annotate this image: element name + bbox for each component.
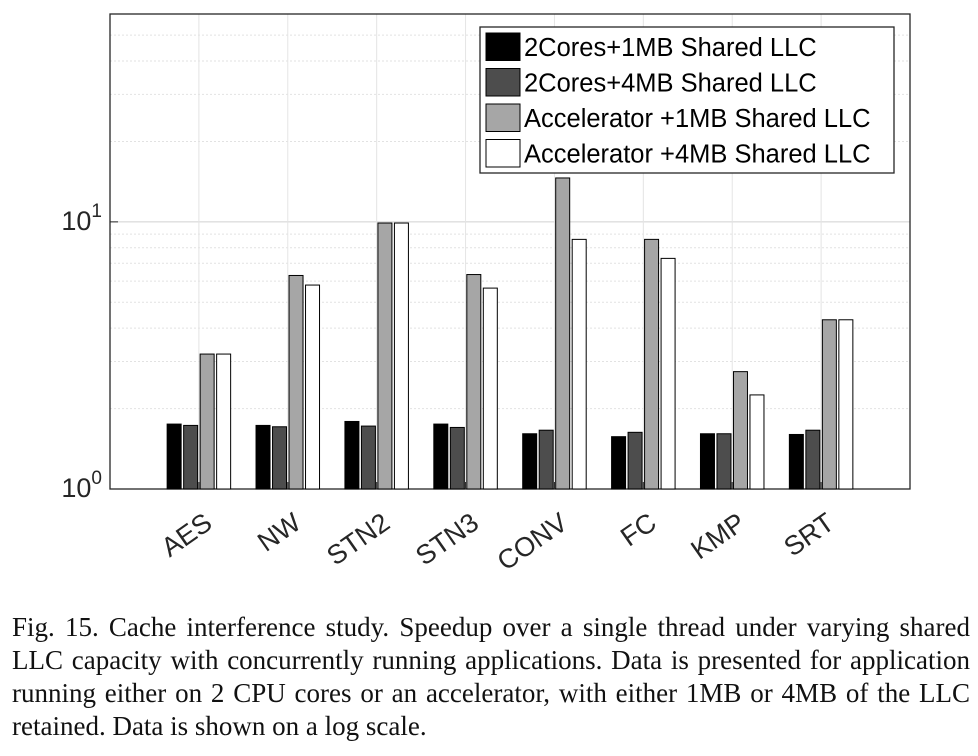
x-axis: AES NW STN2 STN3 CONV FC KMP SRT (156, 507, 840, 577)
bar-nw-series-2 (272, 426, 288, 490)
legend-swatch (485, 32, 521, 61)
bars (166, 177, 854, 490)
x-tick-label: AES (156, 507, 217, 563)
x-tick-label: KMP (686, 507, 751, 565)
bar-conv-series-2 (538, 429, 554, 490)
bar-conv-series-1 (522, 433, 538, 490)
x-tick-label: SRT (779, 507, 840, 562)
bar-aes-series-4 (216, 353, 232, 490)
y-tick-label: 100 (61, 468, 102, 503)
bar-conv-series-3 (555, 177, 571, 490)
bar-nw-series-1 (255, 424, 271, 490)
legend-swatch (485, 139, 521, 168)
x-tick-label: STN3 (410, 507, 484, 571)
x-tick-label: FC (615, 507, 662, 552)
y-axis: 100 101 (61, 201, 118, 503)
bar-srt-series-4 (838, 319, 854, 490)
x-tick-label: STN2 (321, 507, 395, 571)
bar-stn3-series-4 (482, 287, 498, 490)
bar-fc-series-2 (627, 431, 643, 490)
bar-fc-series-3 (644, 238, 660, 490)
legend-label: 2Cores+4MB Shared LLC (524, 69, 817, 97)
legend-label: Accelerator +1MB Shared LLC (524, 105, 871, 133)
y-tick-label: 101 (61, 201, 102, 236)
bar-conv-series-4 (571, 238, 587, 490)
grid-lines (110, 14, 910, 489)
bar-stn3-series-1 (433, 423, 449, 490)
bar-kmp-series-2 (716, 433, 732, 490)
legend-label: 2Cores+1MB Shared LLC (524, 34, 817, 62)
legend: 2Cores+1MB Shared LLC 2Cores+4MB Shared L… (479, 26, 895, 174)
bar-aes-series-1 (166, 423, 182, 490)
bar-nw-series-3 (288, 274, 304, 490)
bar-fc-series-4 (660, 257, 676, 490)
bar-kmp-series-1 (699, 433, 715, 490)
figure-caption: Fig. 15. Cache interference study. Speed… (12, 612, 970, 741)
bar-srt-series-3 (821, 319, 837, 490)
bar-aes-series-2 (183, 424, 199, 490)
bar-srt-series-1 (788, 433, 804, 490)
bar-kmp-series-4 (749, 394, 765, 490)
plot-frame (109, 13, 911, 490)
bar-kmp-series-3 (732, 371, 748, 490)
x-tick-label: CONV (492, 507, 573, 576)
bar-chart: 100 101 AES NW STN2 STN3 CONV FC KMP SRT 2Cores+… (61, 13, 911, 577)
bar-stn2-series-1 (344, 420, 360, 490)
bar-nw-series-4 (305, 284, 321, 490)
legend-swatch (485, 103, 521, 132)
bar-aes-series-3 (199, 353, 215, 490)
bar-stn2-series-3 (377, 222, 393, 490)
legend-box (479, 26, 895, 174)
bar-stn2-series-2 (360, 425, 376, 490)
x-tick-label: NW (252, 507, 306, 558)
bar-fc-series-1 (611, 436, 627, 490)
bar-srt-series-2 (805, 429, 821, 490)
bar-stn3-series-3 (466, 274, 482, 490)
bar-stn2-series-4 (393, 222, 409, 490)
legend-label: Accelerator +4MB Shared LLC (524, 140, 871, 168)
legend-swatch (485, 68, 521, 97)
bar-stn3-series-2 (449, 426, 465, 490)
